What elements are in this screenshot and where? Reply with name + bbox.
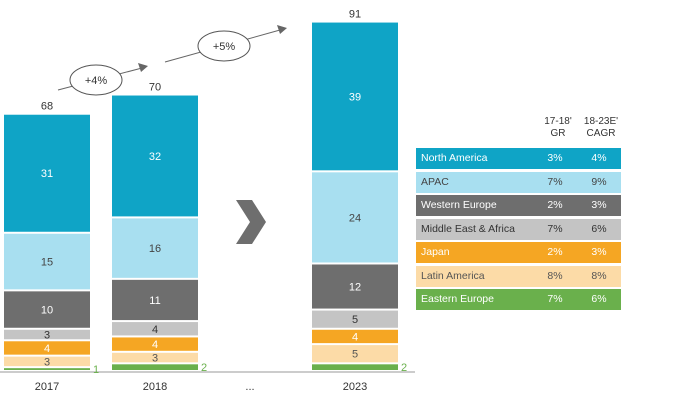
legend-name-north-america: North America [421,152,488,164]
legend-gr-north-america: 3% [547,152,563,164]
bar-segment-2023-latin-america [312,345,398,363]
total-label-2017: 68 [41,101,53,113]
legend-cagr-western-europe: 3% [591,199,607,211]
legend-row-apac: APAC 7% 9% [416,171,621,193]
chevron-right-icon [236,200,266,244]
data-label-2018-japan: 4 [152,339,158,351]
bar-segment-2017-middle-east-africa [4,329,90,340]
bar-segment-2018-north-america [112,95,198,217]
cagr-column-header: 18-23E' CAGR [581,116,621,140]
bar-segment-2023-western-europe [312,264,398,309]
legend-row-north-america: North America 3% 4% [416,148,621,169]
gr-column-header: 17-18' GR [538,116,578,140]
data-label-2017-latin-america: 3 [44,356,50,368]
data-label-2023-western-europe: 12 [349,282,361,294]
legend-gr-western-europe: 2% [547,199,563,211]
bar-segment-2017-eastern-europe [4,368,90,370]
bar-segment-2018-eastern-europe [112,364,198,370]
data-label-2023-apac: 24 [349,212,361,224]
data-label-2023-north-america: 39 [349,91,361,103]
growth-label-1: +4% [85,75,108,87]
data-label-2018-western-europe: 11 [149,295,160,307]
total-label-2023: 91 [349,9,361,21]
legend-row-eastern-europe: Eastern Europe 7% 6% [416,289,621,310]
bar-segment-2017-japan [4,341,90,355]
bar-segment-2018-western-europe [112,279,198,321]
data-label-2018-latin-america: 3 [152,353,158,365]
legend-row-middle-east-africa: Middle East & Africa 7% 6% [416,218,621,240]
legend-cagr-japan: 3% [591,246,607,258]
legend-name-apac: APAC [421,175,449,188]
x-tick-label-2017: 2017 [35,381,59,393]
legend-cagr-north-america: 4% [591,152,607,164]
data-label-2017-apac: 15 [41,257,53,269]
bar-segment-2018-japan [112,337,198,351]
data-label-2023-eastern-europe: 2 [401,362,407,374]
legend-cagr-middle-east-africa: 6% [591,222,607,235]
data-label-2023-latin-america: 5 [352,349,358,361]
legend-row-western-europe: Western Europe 2% 3% [416,195,621,216]
legend-gr-apac: 7% [547,175,563,188]
data-label-2023-japan: 4 [352,331,358,343]
data-label-2023-middle-east-africa: 5 [352,314,358,326]
growth-label-2: +5% [213,41,236,53]
data-label-2018-eastern-europe: 2 [201,362,207,374]
legend-name-eastern-europe: Eastern Europe [421,293,494,305]
gr-header-line-1: 17-18' [544,116,572,127]
legend-gr-latin-america: 8% [547,269,563,282]
cagr-header-line-2: CAGR [586,128,616,139]
legend-row-japan: Japan 2% 3% [416,242,621,263]
bar-segment-2018-apac [112,218,198,278]
gr-header-line-2: GR [550,128,566,139]
bar-segment-2023-north-america [312,22,398,171]
x-tick-label-2018: 2018 [143,381,167,393]
legend-name-latin-america: Latin America [421,269,485,282]
bar-segment-2023-apac [312,172,398,263]
x-tick-label-ellipsis: ... [245,381,254,393]
bar-segment-2018-latin-america [112,352,198,363]
bar-segment-2018-middle-east-africa [112,322,198,336]
x-tick-label-2023: 2023 [343,381,367,393]
legend-row-latin-america: Latin America 8% 8% [416,265,621,287]
legend-name-western-europe: Western Europe [421,199,497,211]
cagr-header-line-1: 18-23E' [583,116,619,127]
data-label-2017-japan: 4 [44,343,50,355]
data-label-2017-eastern-europe: 1 [93,364,99,376]
data-label-2018-apac: 16 [149,243,161,255]
data-label-2017-western-europe: 10 [41,305,53,317]
data-label-2017-north-america: 31 [41,168,53,180]
bar-segment-2017-north-america [4,114,90,232]
legend-name-middle-east-africa: Middle East & Africa [421,222,515,235]
bar-segment-2017-latin-america [4,356,90,367]
legend-cagr-eastern-europe: 6% [591,293,607,305]
growth-arrow-head-2 [277,25,287,34]
bar-segment-2023-japan [312,329,398,344]
data-label-2018-north-america: 32 [149,151,161,163]
bar-segment-2023-eastern-europe [312,364,398,370]
legend-name-japan: Japan [421,246,450,258]
legend-gr-middle-east-africa: 7% [547,222,563,235]
legend-gr-eastern-europe: 7% [547,293,563,305]
bar-segment-2017-western-europe [4,291,90,328]
data-label-2018-middle-east-africa: 4 [152,324,158,336]
legend-gr-japan: 2% [547,246,563,258]
total-label-2018: 70 [149,82,161,94]
growth-arrow-head-1 [138,63,148,72]
bar-segment-2017-apac [4,233,90,290]
legend-cagr-latin-america: 8% [591,269,607,282]
growth-bubble-1 [69,64,123,96]
growth-bubble-2 [197,30,251,62]
legend-cagr-apac: 9% [591,175,607,188]
data-label-2017-middle-east-africa: 3 [44,330,50,342]
bar-segment-2023-middle-east-africa [312,310,398,328]
